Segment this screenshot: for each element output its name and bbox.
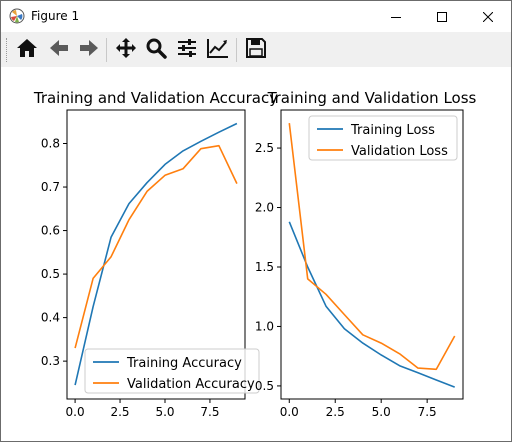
close-icon (482, 7, 494, 26)
move-icon (115, 37, 137, 63)
figure-canvas[interactable]: Training and Validation Accuracy 0.0 2.5 5.… (1, 67, 511, 441)
y-tick-label: 2.5 (255, 141, 274, 155)
save-button[interactable] (242, 36, 270, 64)
floppy-icon (245, 37, 267, 63)
chart-title: Training and Validation Accuracy (33, 89, 278, 107)
pan-button[interactable] (112, 36, 140, 64)
y-tick-label: 0.7 (41, 180, 60, 194)
chart-2: Training and Validation Loss 0.0 2.5 5.0 7.5… (255, 89, 477, 419)
toolbar-grip (6, 38, 10, 62)
home-button[interactable] (13, 36, 41, 64)
sliders-icon (176, 37, 198, 63)
series-line-1 (74, 122, 238, 386)
x-tick-label: 0.0 (66, 405, 85, 419)
legend-label: Training Loss (350, 123, 435, 138)
title-bar: Figure 1 (1, 1, 511, 32)
legend-label: Validation Loss (351, 144, 448, 159)
arrow-left-icon (48, 37, 70, 63)
maximize-icon (437, 7, 447, 26)
arrow-right-icon (78, 37, 100, 63)
close-button[interactable] (465, 1, 511, 32)
subplots-button[interactable] (173, 36, 201, 64)
x-tick-label: 5.0 (372, 405, 391, 419)
window-title: Figure 1 (31, 9, 80, 23)
y-tick-label: 0.6 (41, 224, 60, 238)
figure-svg: Training and Validation Accuracy 0.0 2.5 5.… (33, 89, 477, 419)
x-tick-label: 2.5 (326, 405, 345, 419)
edit-axes-button[interactable] (204, 36, 232, 64)
legend-label: Training Accuracy (126, 356, 242, 371)
chart-title: Training and Validation Loss (267, 89, 477, 107)
magnifier-icon (145, 37, 167, 63)
zoom-button[interactable] (142, 36, 170, 64)
navigation-toolbar (1, 32, 511, 67)
y-tick-label: 0.4 (41, 311, 60, 325)
chart-1: Training and Validation Accuracy 0.0 2.5 5.… (33, 89, 278, 419)
y-tick-label: 0.8 (41, 137, 60, 151)
x-tick-label: 7.5 (418, 405, 437, 419)
toolbar-separator (236, 38, 237, 62)
toolbar-separator (106, 38, 107, 62)
legend-box (84, 348, 260, 394)
y-tick-label: 0.5 (41, 267, 60, 281)
minimize-button[interactable] (373, 1, 419, 32)
series-line-2 (288, 123, 456, 371)
y-tick-label: 2.0 (255, 201, 274, 215)
legend: Training Accuracy Validation Accuracy (84, 348, 260, 394)
minimize-icon (391, 7, 401, 26)
legend-label: Validation Accuracy (127, 377, 255, 392)
x-tick-label: 2.5 (110, 405, 129, 419)
y-tick-label: 0.3 (41, 354, 60, 368)
series-line-2 (74, 144, 238, 349)
legend-box (308, 115, 458, 161)
x-tick-label: 0.0 (280, 405, 299, 419)
y-tick-label: 1.0 (255, 319, 274, 333)
forward-button[interactable] (75, 36, 103, 64)
maximize-button[interactable] (419, 1, 465, 32)
y-tick-label: 0.5 (255, 379, 274, 393)
legend: Training Loss Validation Loss (308, 115, 458, 161)
line-chart-icon (206, 37, 230, 63)
x-tick-label: 5.0 (155, 405, 174, 419)
y-tick-label: 1.5 (255, 260, 274, 274)
home-icon (16, 37, 38, 63)
matplotlib-logo-icon (9, 8, 25, 24)
x-tick-label: 7.5 (200, 405, 219, 419)
back-button[interactable] (45, 36, 73, 64)
